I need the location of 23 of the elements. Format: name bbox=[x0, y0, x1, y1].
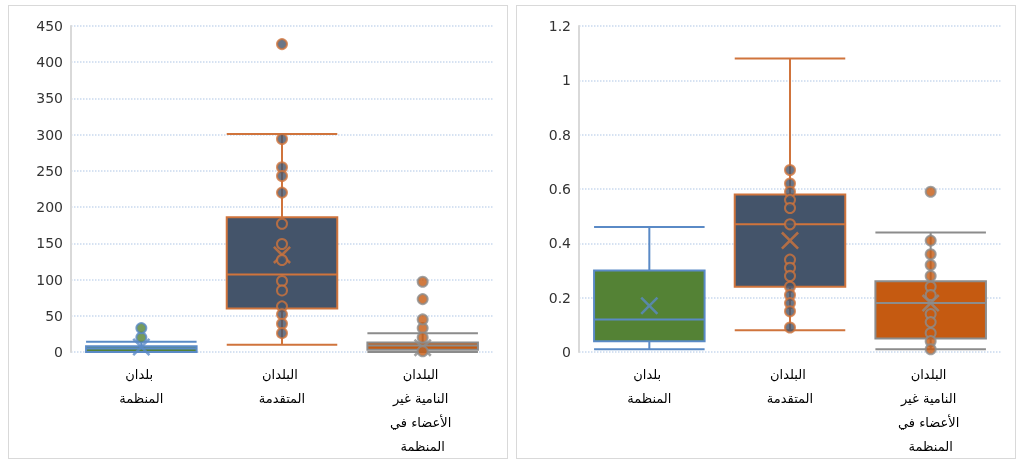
y-tick-label: 350 bbox=[36, 90, 63, 107]
y-tick-label: 250 bbox=[36, 162, 63, 179]
y-tick-label: 1 bbox=[562, 72, 571, 89]
y-tick-label: 0.2 bbox=[548, 289, 571, 306]
y-tick-label: 100 bbox=[36, 271, 63, 288]
y-tick-label: 450 bbox=[36, 18, 63, 34]
x-tick-label: بلدان المنظمة bbox=[627, 366, 672, 406]
y-tick-label: 0.4 bbox=[548, 235, 572, 252]
y-tick-label: 150 bbox=[36, 235, 63, 252]
x-tick-label: البلدان المتقدمة bbox=[766, 366, 814, 406]
y-tick-label: 1.2 bbox=[548, 18, 571, 34]
y-tick-label: 300 bbox=[36, 126, 63, 143]
x-tick-label: البلدان النامية غير الأعضاء في المنظمة bbox=[897, 366, 964, 454]
y-tick-label: 0.8 bbox=[548, 126, 571, 143]
y-tick-label: 200 bbox=[36, 199, 63, 216]
y-tick-label: 50 bbox=[45, 307, 63, 324]
y-tick-label: 0 bbox=[562, 344, 571, 360]
x-tick-label: البلدان المتقدمة bbox=[258, 366, 306, 406]
y-tick-label: 0 bbox=[54, 344, 63, 360]
x-tick-label: بلدان المنظمة bbox=[119, 366, 164, 406]
x-tick-label: البلدان النامية غير الأعضاء في المنظمة bbox=[389, 366, 456, 454]
y-tick-label: 0.6 bbox=[548, 181, 572, 197]
y-tick-label: 400 bbox=[36, 54, 63, 71]
